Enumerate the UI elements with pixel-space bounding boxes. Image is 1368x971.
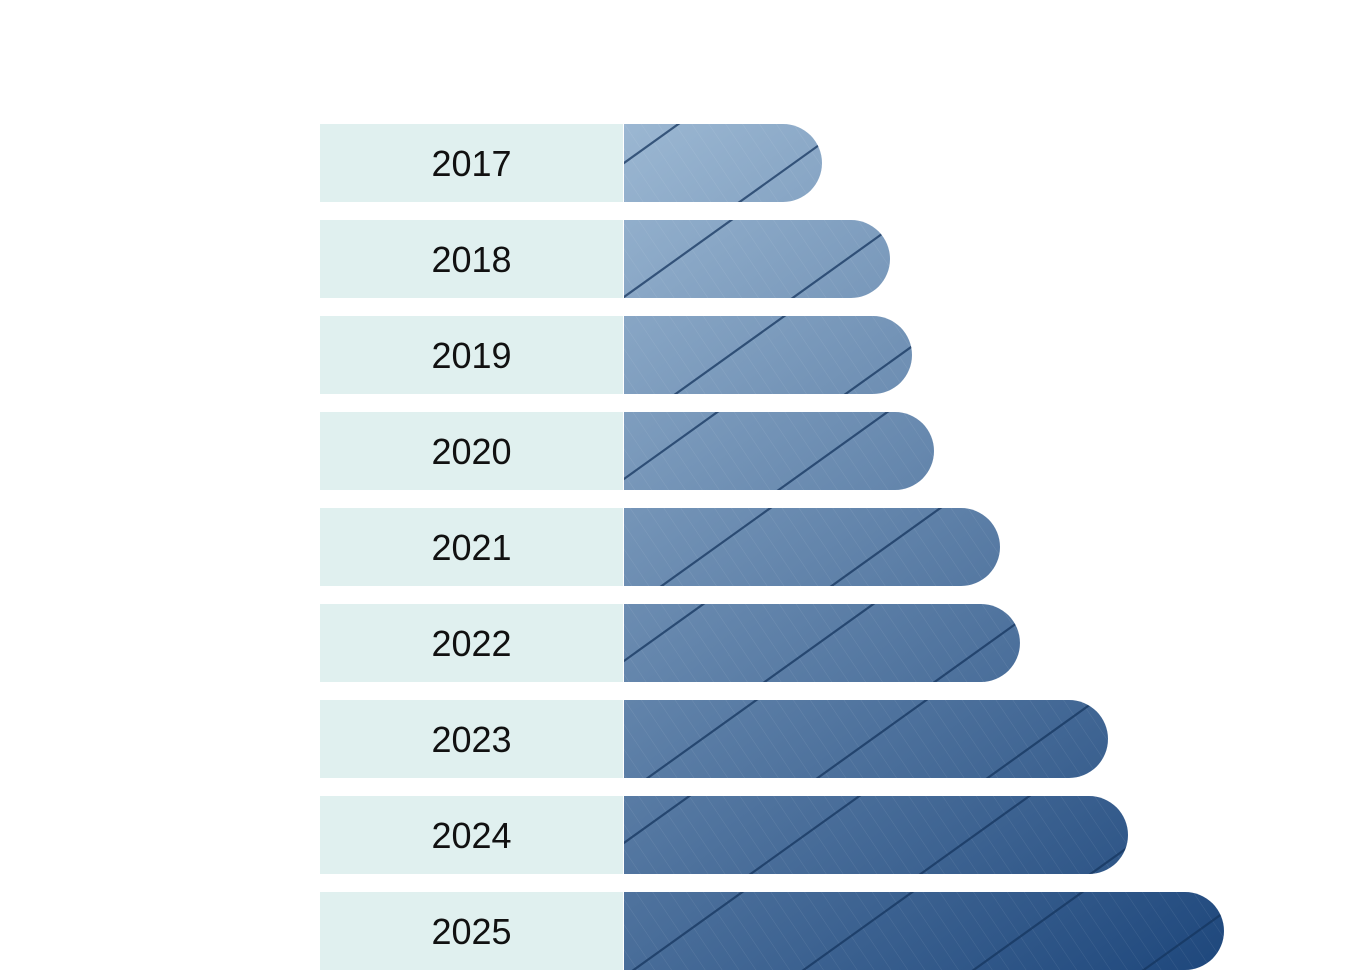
bar-2017 xyxy=(624,124,822,202)
category-label-2018: 2018 xyxy=(431,239,511,280)
category-labels: 2017 2018 2019 2020 2021 2022 2023 2024 2025 xyxy=(320,124,623,970)
label-band-2021 xyxy=(320,508,623,586)
bar-2018 xyxy=(624,220,890,298)
category-label-2021: 2021 xyxy=(431,527,511,568)
bar-2021 xyxy=(624,508,1000,586)
bars-layer xyxy=(624,124,1224,970)
label-band-2019 xyxy=(320,316,623,394)
bar-2023 xyxy=(624,700,1108,778)
label-band-2022 xyxy=(320,604,623,682)
label-band-2023 xyxy=(320,700,623,778)
bar-2020 xyxy=(624,412,934,490)
label-band-2024 xyxy=(320,796,623,874)
label-band-2020 xyxy=(320,412,623,490)
category-label-2019: 2019 xyxy=(431,335,511,376)
label-band-2018 xyxy=(320,220,623,298)
bar-2022 xyxy=(624,604,1020,682)
bar-2019 xyxy=(624,316,912,394)
category-label-2017: 2017 xyxy=(431,143,511,184)
category-label-2025: 2025 xyxy=(431,911,511,952)
category-label-2024: 2024 xyxy=(431,815,511,856)
bar-2024 xyxy=(624,796,1128,874)
label-band-2025 xyxy=(320,892,623,970)
bar-2025 xyxy=(624,892,1224,970)
label-band-2017 xyxy=(320,124,623,202)
category-label-2023: 2023 xyxy=(431,719,511,760)
category-label-2022: 2022 xyxy=(431,623,511,664)
category-label-2020: 2020 xyxy=(431,431,511,472)
